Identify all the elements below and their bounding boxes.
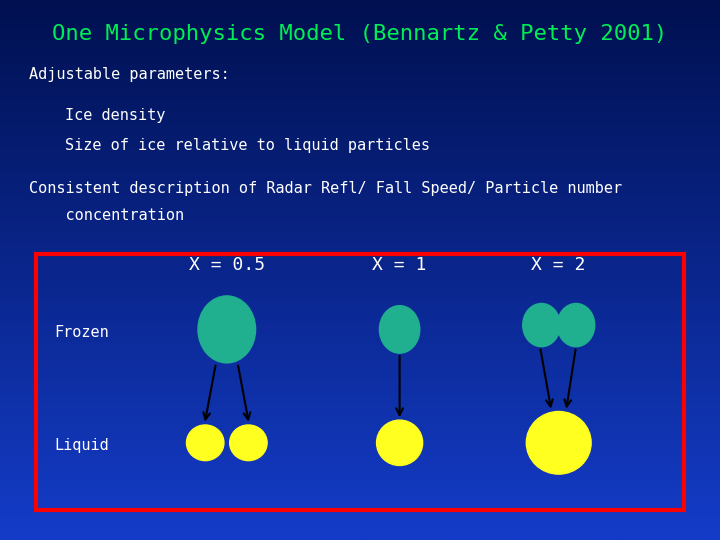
Text: One Microphysics Model (Bennartz & Petty 2001): One Microphysics Model (Bennartz & Petty… [53,24,667,44]
Text: X = 1: X = 1 [372,255,427,274]
Ellipse shape [198,296,256,363]
Text: Consistent description of Radar Refl/ Fall Speed/ Particle number: Consistent description of Radar Refl/ Fa… [29,181,622,196]
Text: Frozen: Frozen [54,325,109,340]
Text: Size of ice relative to liquid particles: Size of ice relative to liquid particles [65,138,430,153]
Ellipse shape [557,303,595,347]
Text: X = 2: X = 2 [531,255,585,274]
Text: Adjustable parameters:: Adjustable parameters: [29,68,230,83]
Ellipse shape [379,306,420,353]
Text: concentration: concentration [29,208,184,223]
Text: Liquid: Liquid [54,438,109,453]
Ellipse shape [526,411,591,474]
Ellipse shape [186,425,224,461]
Ellipse shape [377,420,423,465]
Ellipse shape [523,303,560,347]
Bar [36,254,684,510]
Text: Ice density: Ice density [65,108,165,123]
Ellipse shape [230,425,267,461]
Text: X = 0.5: X = 0.5 [189,255,265,274]
